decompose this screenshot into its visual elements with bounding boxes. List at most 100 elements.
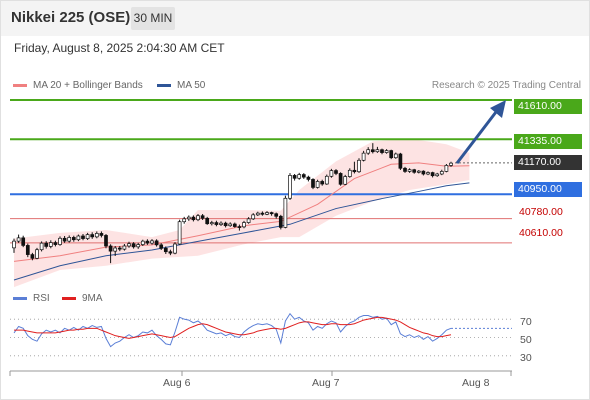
x-tick-aug8: Aug 8 [462,377,490,389]
legend-ma20-label: MA 20 + Bollinger Bands [33,80,143,91]
x-tick-aug6: Aug 6 [163,377,191,389]
candle-body [140,240,145,245]
candle-body [430,172,435,177]
candle-body [380,149,384,153]
candle-body [393,153,398,159]
legend-ma20: MA 20 + Bollinger Bands [13,80,143,91]
candle-body [58,237,62,245]
candle-body [269,212,274,215]
candle-body [278,215,283,228]
candle-body [398,153,403,169]
ma20-swatch [13,84,27,87]
candle-body [117,247,122,250]
candle-body [449,162,453,166]
candle-body [324,175,329,185]
rsi-tick-30: 30 [520,352,532,364]
candle-body [150,240,154,244]
candle-body [283,197,288,228]
level-tag-40610: 40610.00 [519,227,563,239]
candle-body [168,251,173,254]
legend-ma50: MA 50 [157,80,205,91]
x-tick-aug7: Aug 7 [312,377,340,389]
candle-body [251,214,256,220]
level-tag-40950: 40950.00 [514,182,582,197]
candle-body [108,245,113,252]
rsi-tick-70: 70 [520,316,532,328]
candle-body [347,169,352,177]
candle-body [186,216,191,220]
candle-body [352,169,357,173]
candle-body [292,175,297,179]
candle-body [191,216,196,221]
candle-body [384,150,389,153]
candle-body [334,170,338,174]
projection-arrow-head [490,100,506,118]
interval-button[interactable]: 30 MIN [131,7,175,30]
legend-9ma-label: 9MA [82,293,103,304]
candle-body [426,172,430,175]
candle-body [163,247,168,253]
candle-body [357,159,361,173]
bollinger-band [14,138,470,288]
candle-body [85,234,90,239]
candle-body [62,237,67,242]
candle-body [90,234,95,238]
candle-body [246,218,251,223]
candle-body [320,181,325,185]
candle-body [16,237,21,242]
current-price-tag: 41170.00 [514,155,582,170]
candle-body [407,169,412,172]
candle-body [53,242,58,245]
candle-body [329,170,334,177]
level-tag-41335: 41335.00 [514,134,582,149]
candle-body [343,176,348,185]
candle-body [136,244,141,248]
legend-ma50-label: MA 50 [177,80,206,91]
candle-body [416,170,421,173]
candle-body [237,226,242,228]
candle-body [154,240,159,246]
candle-body [315,181,320,188]
candle-body [48,242,53,247]
candle-body [209,222,214,225]
ma50-swatch [157,84,171,87]
rsi-line [13,312,452,348]
candle-body [255,212,260,216]
candle-body [76,235,81,241]
candle-body [94,233,99,238]
candle-body [439,171,444,175]
level-tag-41610: 41610.00 [514,99,582,114]
candle-body [288,175,292,199]
candle-body [274,213,279,217]
nine-ma-swatch [62,297,76,300]
candle-body [361,152,366,161]
candle-body [311,179,315,188]
timestamp: Friday, August 8, 2025 2:04:30 AM CET [14,41,225,55]
header-bar [0,0,590,36]
ma50-line [13,182,470,281]
candle-body [412,169,417,173]
candle-body [366,149,371,154]
candle-body [173,243,177,254]
candle-body [370,149,375,153]
candle-body [21,237,26,246]
legend-rsi: RSI [13,293,50,304]
candle-body [12,240,16,249]
legend-rsi-label: RSI [33,293,50,304]
credit-text: Research © 2025 Trading Central [431,80,581,91]
candle-body [338,173,343,185]
candle-body [113,247,118,252]
candle-body [104,235,108,247]
candle-body [301,174,306,178]
candle-body [242,222,246,228]
candle-body [205,217,210,225]
candle-body [196,215,200,221]
candle-body [177,221,182,245]
candle-body [67,237,72,242]
candle-body [200,215,205,219]
candle-body [182,218,187,223]
candle-body [223,222,228,227]
candle-body [44,242,49,247]
candle-body [30,254,35,259]
